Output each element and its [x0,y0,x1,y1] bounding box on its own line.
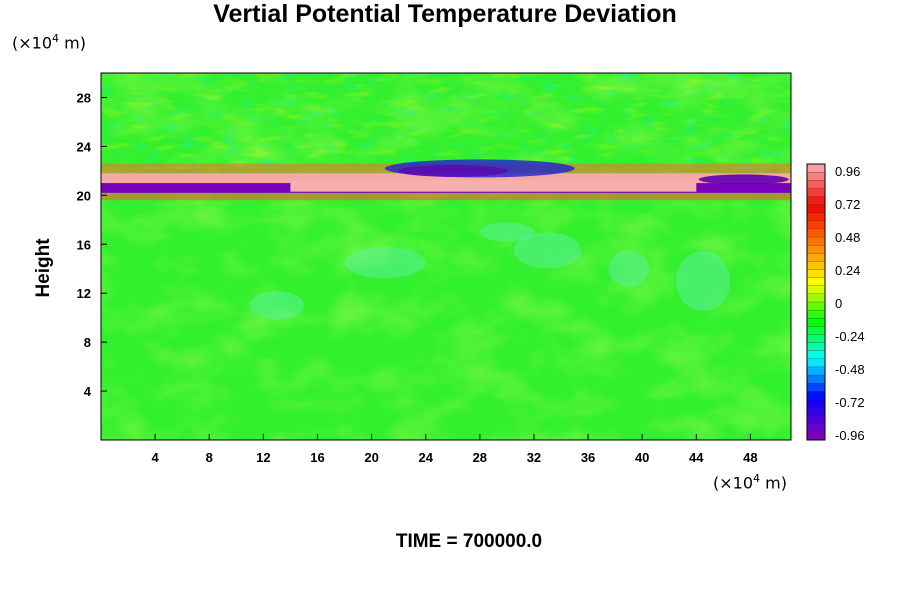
colorbar-swatch [806,309,826,319]
x-tick-label: 12 [256,450,270,465]
colorbar-swatch [806,431,826,441]
field-patch [249,291,304,320]
colorbar-swatch [806,399,826,408]
band-purple-patch [397,164,508,177]
x-tick-label: 8 [206,450,213,465]
field-patch [513,232,582,269]
colorbar-swatch [806,383,826,392]
y-tick-label: 20 [77,188,91,203]
colorbar-swatch [806,358,826,368]
colorbar-swatch [806,293,826,303]
x-tick-label: 40 [635,450,649,465]
x-tick-label: 24 [418,450,433,465]
colorbar-swatch [806,366,826,376]
colorbar-swatch [806,277,826,287]
field-patch [479,222,534,242]
colorbar-label: -0.24 [835,329,865,344]
chart-title: Vertial Potential Temperature Deviation [213,0,677,28]
band-right-purple [698,174,789,185]
time-label: TIME = 700000.0 [395,531,543,552]
field-patch [344,247,426,279]
y-tick-label: 4 [84,384,92,399]
colorbar-swatch [806,180,826,189]
x-tick-label: 48 [743,450,757,465]
y-tick-label: 8 [84,335,91,350]
colorbar-swatch [806,415,826,425]
colorbar-label: -0.72 [835,395,865,410]
colorbar-swatch [806,196,826,206]
colorbar-swatch [806,204,826,214]
colorbar-swatch [806,188,826,197]
colorbar-swatch [806,391,826,400]
colorbar-swatch [806,261,826,270]
colorbar-swatch [806,285,826,295]
colorbar-label: 0.96 [835,164,860,179]
colorbar: 0.96 0.72 0.48 0.24 0 -0.24 -0.48 -0.72 -0.96 [806,163,865,443]
colorbar-swatch [806,318,826,327]
x-tick-label: 20 [364,450,378,465]
colorbar-swatch [806,342,826,352]
colorbar-swatch [806,253,826,262]
field-patch [608,250,649,287]
colorbar-swatch [806,374,826,384]
colorbar-swatch [806,212,826,222]
band-pink-center [290,180,697,192]
heatmap-field [101,73,791,440]
colorbar-swatch [806,350,826,360]
colorbar-swatch [806,171,826,181]
colorbar-label: -0.48 [835,362,865,377]
field-patch [676,250,731,311]
colorbar-swatch [806,407,826,417]
colorbar-swatch [806,269,826,279]
colorbar-swatch [806,326,826,335]
y-tick-label: 28 [77,90,91,105]
band-warm-lower [101,192,791,201]
x-tick-label: 28 [473,450,487,465]
colorbar-label: 0.72 [835,197,860,212]
y-tick-label: 12 [77,286,91,301]
colorbar-swatch [806,245,826,254]
x-tick-label: 4 [152,450,160,465]
colorbar-label: 0.48 [835,230,860,245]
y-tick-label: 24 [77,139,92,154]
colorbar-label: -0.96 [835,428,865,443]
y-axis-unit: (×104 m) [12,32,86,53]
x-axis-unit: (×104 m) [713,472,787,493]
colorbar-label: 0 [835,296,842,311]
x-tick-label: 32 [527,450,541,465]
x-tick-label: 36 [581,450,595,465]
colorbar-swatch [806,236,826,246]
colorbar-swatch [806,220,826,230]
band-pink [101,173,791,184]
plot-frame [100,72,792,441]
colorbar-frame [806,163,826,441]
colorbar-swatch [806,423,826,433]
x-tick-label: 44 [689,450,704,465]
y-tick-label: 16 [77,237,91,252]
colorbar-swatch [806,334,826,344]
colorbar-swatch [806,301,826,311]
colorbar-swatch [806,228,826,238]
colorbar-label: 0.24 [835,263,860,278]
x-tick-label: 16 [310,450,324,465]
colorbar-swatch [806,163,826,173]
